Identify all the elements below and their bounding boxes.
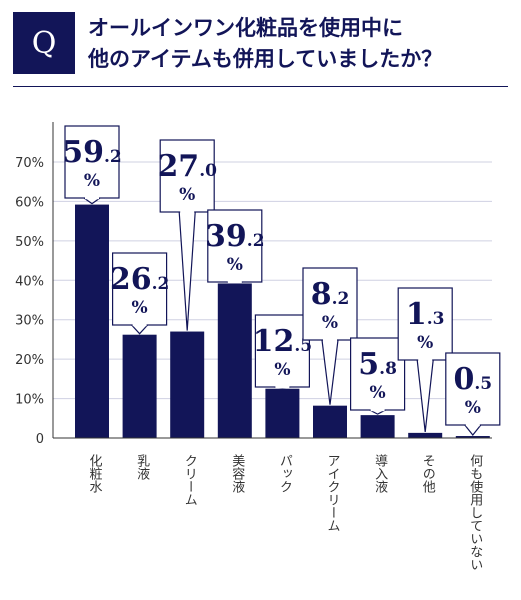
category-label: パック [277,454,293,493]
value-unit: % [132,298,148,318]
bar [360,415,395,438]
question-title-line-1: オールインワン化粧品を使用中に [88,15,403,40]
callout-pointer [416,359,434,432]
question-title-line-2: 他のアイテムも併用していましたか？ [88,46,443,71]
bar [122,334,157,438]
category-label: 何も使用していない [467,453,483,571]
callout-pointer [83,197,101,205]
bars [75,204,490,438]
value-unit: % [179,185,195,205]
category-label: その他 [420,454,436,494]
category-label: 美容液 [229,454,245,493]
value-callout: 27.0% [157,139,217,331]
callout-box [207,209,263,283]
callout-box [445,352,501,426]
bar [455,436,490,438]
bar [170,331,205,438]
value-unit: % [465,398,481,418]
category-labels: 化粧水 乳液 クリーム 美容液 パック アイクリーム 導入液 その他 何も使用していない [87,453,483,571]
y-tick-label: 70% [15,156,44,171]
category-label: クリーム [182,454,197,506]
callout-box [159,139,215,213]
value-callout: 5.8% [350,337,406,415]
value-unit: % [227,255,243,275]
value-label: 27.0 [157,149,217,184]
callout-box [350,337,406,411]
bar [75,204,109,438]
value-callout: 0.5% [445,352,501,436]
value-callout: 1.3% [397,287,453,432]
category-label: 乳液 [134,454,150,480]
value-callout: 39.2% [205,209,265,284]
category-label: アイクリーム [325,454,340,532]
callout-pointer [178,211,196,331]
value-unit: % [84,171,100,191]
value-callout: 12.5% [253,314,313,389]
callout-box [397,287,453,361]
y-tick-label: 10% [15,393,44,408]
value-label: 59.2 [62,135,122,170]
value-label: 1.3 [406,297,445,332]
category-label: 化粧水 [87,454,103,493]
value-unit: % [417,333,433,353]
y-tick-label: 50% [15,235,44,250]
value-label: 12.5 [253,324,313,359]
callout-box [111,252,168,326]
y-axis-ticks: 0 10% 20% 30% 40% 50% 60% 70% [15,156,44,447]
callout-box [302,267,358,341]
value-label: 0.5 [453,362,492,397]
y-tick-label: 30% [15,314,44,329]
y-tick-label: 0 [36,432,44,447]
value-unit: % [274,360,290,380]
bar [217,283,252,438]
value-callout: 59.2% [62,125,122,205]
bar [313,405,347,438]
value-label: 39.2 [205,219,264,254]
callout-pointer [131,324,149,335]
value-unit: % [322,313,338,333]
question-title: オールインワン化粧品を使用中に 他のアイテムも併用していましたか？ [88,12,513,74]
value-unit: % [370,383,386,403]
callout-pointer [464,424,482,436]
title-divider [13,86,508,87]
y-tick-label: 60% [15,195,44,210]
value-callout: 8.2% [302,267,358,405]
y-tick-label: 40% [15,274,44,289]
value-callouts: 59.2%26.2%27.0%39.2%12.5%8.2%5.8%1.3%0.5… [62,125,501,436]
question-badge: Q [13,12,75,74]
category-label: 導入液 [372,454,388,493]
value-label: 26.2 [110,262,170,297]
value-label: 5.8 [358,347,397,382]
value-label: 8.2 [311,277,350,312]
bar [408,432,443,438]
value-callout: 26.2% [110,252,170,335]
bar [265,388,300,438]
callout-pointer [321,339,339,405]
y-tick-label: 20% [15,353,44,368]
